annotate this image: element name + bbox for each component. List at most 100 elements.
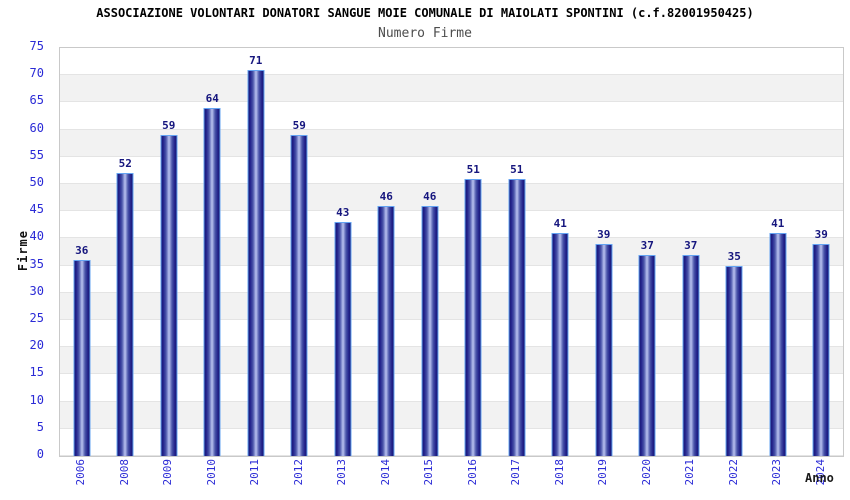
grid-band: [60, 292, 843, 320]
x-tick-label: 2014: [378, 459, 392, 486]
y-tick-label: 70: [29, 66, 44, 81]
x-tick-slot: 2017: [494, 459, 538, 499]
bar-2015: [421, 205, 439, 456]
bar-value-label: 39: [597, 227, 611, 241]
bar-value-label: 37: [640, 238, 654, 252]
bar-value-label: 64: [205, 91, 219, 105]
x-tick-label: 2012: [291, 459, 305, 486]
x-tick-slot: 2021: [668, 459, 712, 499]
y-tick-label: 40: [29, 229, 44, 244]
bar-slot: 39: [582, 48, 626, 456]
chart-subtitle: Numero Firme: [378, 26, 472, 41]
x-tick-label: 2021: [683, 459, 697, 486]
x-tick-label: 2006: [74, 459, 88, 486]
bar-slot: 64: [191, 48, 235, 456]
y-tick-label: 10: [29, 392, 44, 407]
x-tick-slot: 2008: [103, 459, 147, 499]
x-tick-slot: 2016: [451, 459, 495, 499]
bar-value-label: 51: [466, 162, 480, 176]
bar-2022: [725, 265, 743, 456]
grid-band: [60, 401, 843, 429]
grid-band: [60, 265, 843, 293]
y-tick-label: 25: [29, 310, 44, 325]
bar-2018: [551, 232, 569, 456]
x-tick-label: 2020: [639, 459, 653, 486]
bar-slot: 36: [60, 48, 104, 456]
y-tick-label: 30: [29, 283, 44, 298]
grid-band: [60, 183, 843, 212]
x-tick-slot: 2018: [538, 459, 582, 499]
bar-slot: 46: [365, 48, 409, 456]
y-tick-label: 55: [29, 147, 44, 162]
grid-band: [60, 129, 843, 157]
bar-value-label: 46: [379, 189, 393, 203]
bar-slot: 51: [452, 48, 496, 456]
y-tick-label: 65: [29, 93, 44, 108]
bar-value-label: 36: [75, 244, 89, 258]
bar-2006: [73, 260, 91, 456]
x-tick-label: 2010: [204, 459, 218, 486]
bar-2024: [812, 243, 830, 456]
bar-2010: [203, 107, 221, 456]
y-tick-label: 20: [29, 338, 44, 353]
bar-2011: [247, 69, 265, 456]
grid-band: [60, 374, 843, 402]
bar-value-label: 59: [292, 119, 306, 133]
bar-value-label: 52: [118, 157, 132, 171]
bar-slot: 41: [756, 48, 800, 456]
grid-band: [60, 102, 843, 130]
y-axis-ticks: 0 5 10 15 20 25 30 35 40 45 50 55 60 65 70 75: [0, 40, 50, 460]
x-tick-label: 2022: [726, 459, 740, 486]
y-tick-label: 15: [29, 365, 44, 380]
x-tick-label: 2009: [161, 459, 175, 486]
x-axis-labels: 2006 2008 2009 2010 2011 2012 2013 2014 2015 2016…: [59, 459, 842, 499]
x-tick-slot: 2014: [364, 459, 408, 499]
grid-band: [60, 238, 843, 266]
y-tick-label: 50: [29, 174, 44, 189]
y-tick-label: 45: [29, 202, 44, 217]
x-tick-label: 2019: [596, 459, 610, 486]
bar-2019: [595, 243, 613, 456]
x-tick-slot: 2012: [277, 459, 321, 499]
x-tick-slot: 2009: [146, 459, 190, 499]
x-tick-label: 2013: [335, 459, 349, 486]
grid-band: [60, 319, 843, 348]
y-tick-label: 35: [29, 256, 44, 271]
bar-value-label: 71: [249, 53, 263, 67]
bar-slot: 59: [147, 48, 191, 456]
x-tick-slot: 2019: [581, 459, 625, 499]
bar-value-label: 37: [684, 238, 698, 252]
bar-slot: 52: [104, 48, 148, 456]
x-tick-label: 2018: [552, 459, 566, 486]
x-tick-label: 2008: [117, 459, 131, 486]
bar-2017: [508, 178, 526, 456]
bar-value-label: 41: [771, 216, 785, 230]
bar-slot: 35: [713, 48, 757, 456]
grid-band: [60, 156, 843, 184]
chart-title: ASSOCIAZIONE VOLONTARI DONATORI SANGUE M…: [96, 6, 754, 20]
bar-value-label: 41: [553, 216, 567, 230]
bar-2013: [334, 222, 352, 456]
bar-2012: [290, 135, 308, 456]
x-tick-slot: 2015: [407, 459, 451, 499]
x-tick-slot: 2023: [755, 459, 799, 499]
bar-2021: [682, 254, 700, 456]
bar-slot: 51: [495, 48, 539, 456]
y-tick-label: 75: [29, 39, 44, 53]
bar-value-label: 59: [162, 119, 176, 133]
plot-area: 36 52 59 64 71 59 43 46 46 51 51 41 39 37 37 35 41 39: [59, 47, 844, 457]
x-tick-label: 2015: [422, 459, 436, 486]
y-tick-label: 5: [36, 419, 44, 434]
x-tick-label: 2011: [248, 459, 262, 486]
x-tick-slot: 2006: [59, 459, 103, 499]
x-tick-slot: 2010: [190, 459, 234, 499]
x-tick-slot: 2011: [233, 459, 277, 499]
x-tick-slot: 2013: [320, 459, 364, 499]
bar-slot: 71: [234, 48, 278, 456]
bar-value-label: 35: [727, 249, 741, 263]
x-axis-title: Anno: [805, 471, 834, 485]
x-tick-slot: 2020: [625, 459, 669, 499]
bars-row: 36 52 59 64 71 59 43 46 46 51 51 41 39 37 37 35 41 39: [60, 48, 843, 456]
bar-2014: [377, 205, 395, 456]
bar-slot: 43: [321, 48, 365, 456]
